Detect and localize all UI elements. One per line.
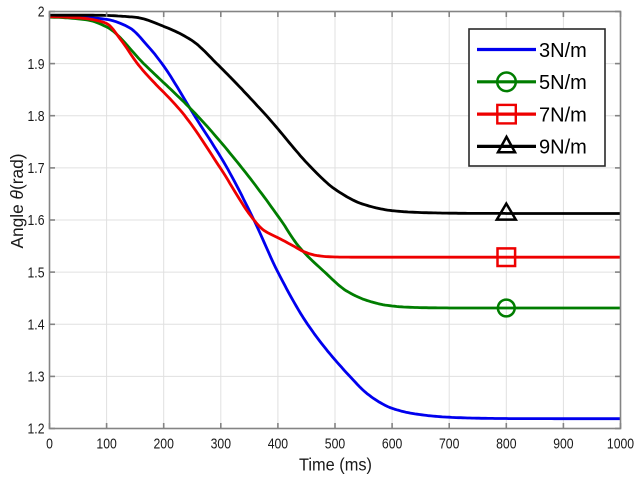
svg-text:700: 700 xyxy=(439,437,459,453)
svg-text:1.5: 1.5 xyxy=(28,265,45,281)
svg-text:500: 500 xyxy=(325,437,345,453)
svg-text:1.9: 1.9 xyxy=(28,57,45,73)
svg-text:100: 100 xyxy=(96,437,116,453)
svg-text:900: 900 xyxy=(553,437,573,453)
svg-text:400: 400 xyxy=(268,437,288,453)
svg-text:1.3: 1.3 xyxy=(28,370,45,386)
svg-text:5N/m: 5N/m xyxy=(539,72,587,94)
svg-text:600: 600 xyxy=(382,437,402,453)
svg-text:1000: 1000 xyxy=(607,437,634,453)
svg-text:2: 2 xyxy=(38,5,45,21)
svg-text:300: 300 xyxy=(211,437,231,453)
svg-text:1.7: 1.7 xyxy=(28,161,45,177)
svg-text:1.6: 1.6 xyxy=(28,213,45,229)
svg-text:1.8: 1.8 xyxy=(28,109,45,125)
svg-text:3N/m: 3N/m xyxy=(539,40,587,62)
svg-text:1.2: 1.2 xyxy=(28,422,45,438)
svg-text:Angle θ(rad): Angle θ(rad) xyxy=(7,153,27,248)
svg-text:800: 800 xyxy=(496,437,516,453)
svg-text:1.4: 1.4 xyxy=(28,318,45,334)
svg-text:7N/m: 7N/m xyxy=(539,104,587,126)
svg-text:0: 0 xyxy=(46,437,53,453)
svg-text:200: 200 xyxy=(154,437,174,453)
svg-text:Time (ms): Time (ms) xyxy=(299,455,372,475)
svg-text:9N/m: 9N/m xyxy=(539,137,587,159)
